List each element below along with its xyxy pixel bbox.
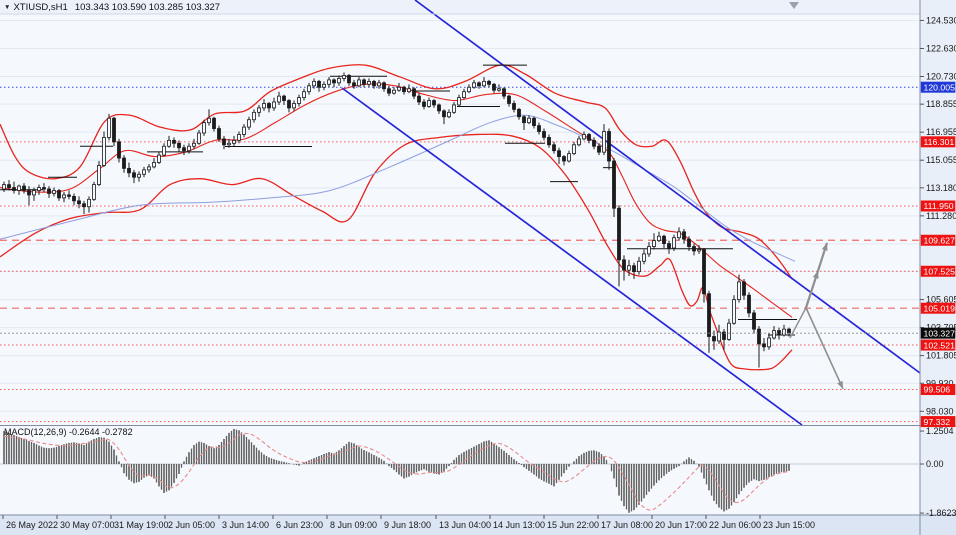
svg-text:101.805: 101.805	[926, 351, 956, 361]
macd-indicator-label: MACD(12,26,9) -0.2644 -0.2782	[4, 427, 133, 437]
macd-pane[interactable]: 1.2504 0.00 -1.8623	[0, 426, 956, 518]
svg-text:120.005: 120.005	[924, 82, 956, 92]
svg-text:122.630: 122.630	[926, 43, 956, 53]
svg-text:103.705: 103.705	[926, 323, 956, 333]
svg-text:2 Jun 05:00: 2 Jun 05:00	[168, 520, 215, 530]
svg-text:3 Jun 14:00: 3 Jun 14:00	[222, 520, 269, 530]
svg-text:107.525: 107.525	[924, 266, 956, 276]
svg-text:31 May 19:00: 31 May 19:00	[114, 520, 169, 530]
trendline-channel-upper[interactable]	[414, 0, 921, 374]
svg-text:99.930: 99.930	[926, 378, 954, 388]
svg-text:102.521: 102.521	[924, 340, 956, 350]
symbol-dropdown-icon[interactable]: ▼	[4, 4, 11, 11]
bollinger-bands	[0, 64, 793, 371]
svg-text:109.627: 109.627	[924, 235, 956, 245]
time-axis[interactable]: 26 May 2022 30 May 07:00 31 May 19:00 2 Jun…	[2, 515, 815, 530]
svg-text:113.180: 113.180	[926, 183, 956, 193]
svg-text:8 Jun 09:00: 8 Jun 09:00	[330, 520, 377, 530]
svg-text:23 Jun 15:00: 23 Jun 15:00	[763, 520, 815, 530]
ohlc-values: 103.343 103.590 103.285 103.327	[74, 2, 221, 13]
svg-text:103.327: 103.327	[924, 328, 956, 338]
svg-text:105.019: 105.019	[924, 303, 956, 313]
price-grid	[0, 19, 920, 412]
svg-text:15 Jun 22:00: 15 Jun 22:00	[547, 520, 599, 530]
level-lines[interactable]	[0, 86, 920, 423]
svg-text:13 Jun 04:00: 13 Jun 04:00	[439, 520, 491, 530]
svg-text:111.280: 111.280	[926, 211, 956, 221]
svg-text:98.030: 98.030	[926, 406, 954, 416]
svg-text:30 May 07:00: 30 May 07:00	[60, 520, 115, 530]
svg-text:-1.8623: -1.8623	[926, 508, 956, 518]
svg-text:6 Jun 23:00: 6 Jun 23:00	[276, 520, 323, 530]
svg-text:20 Jun 17:00: 20 Jun 17:00	[655, 520, 707, 530]
svg-text:116.955: 116.955	[926, 127, 956, 137]
ma-line	[0, 114, 796, 262]
svg-text:0.00: 0.00	[926, 459, 944, 469]
svg-text:22 Jun 06:00: 22 Jun 06:00	[709, 520, 761, 530]
svg-text:116.301: 116.301	[924, 137, 955, 147]
svg-text:9 Jun 18:00: 9 Jun 18:00	[384, 520, 431, 530]
svg-text:105.605: 105.605	[926, 295, 956, 305]
svg-text:115.055: 115.055	[926, 155, 956, 165]
svg-text:118.855: 118.855	[926, 99, 956, 109]
symbol-ohlc-label: ▼ XTIUSD,sH1 103.343 103.590 103.285 103.3…	[4, 2, 220, 13]
svg-text:111.950: 111.950	[924, 201, 954, 211]
svg-text:97.332: 97.332	[924, 417, 951, 427]
svg-text:17 Jun 08:00: 17 Jun 08:00	[601, 520, 653, 530]
candles-series	[2, 72, 791, 368]
chart-shift-icon[interactable]	[789, 2, 799, 9]
svg-text:14 Jun 13:00: 14 Jun 13:00	[493, 520, 545, 530]
svg-text:1.2504: 1.2504	[926, 426, 954, 436]
macd-signal-line	[3, 432, 790, 511]
price-axis[interactable]: 124.530 122.630 120.730 118.855 116.955 115.0…	[920, 15, 956, 428]
forecast-arrows[interactable]	[789, 242, 844, 390]
svg-text:120.730: 120.730	[926, 72, 956, 82]
svg-text:124.530: 124.530	[926, 15, 956, 25]
symbol-name: XTIUSD,sH1	[13, 2, 68, 13]
svg-text:26 May 2022: 26 May 2022	[6, 520, 58, 530]
svg-text:99.506: 99.506	[924, 385, 951, 395]
trendline-channel-lower[interactable]	[341, 87, 803, 426]
